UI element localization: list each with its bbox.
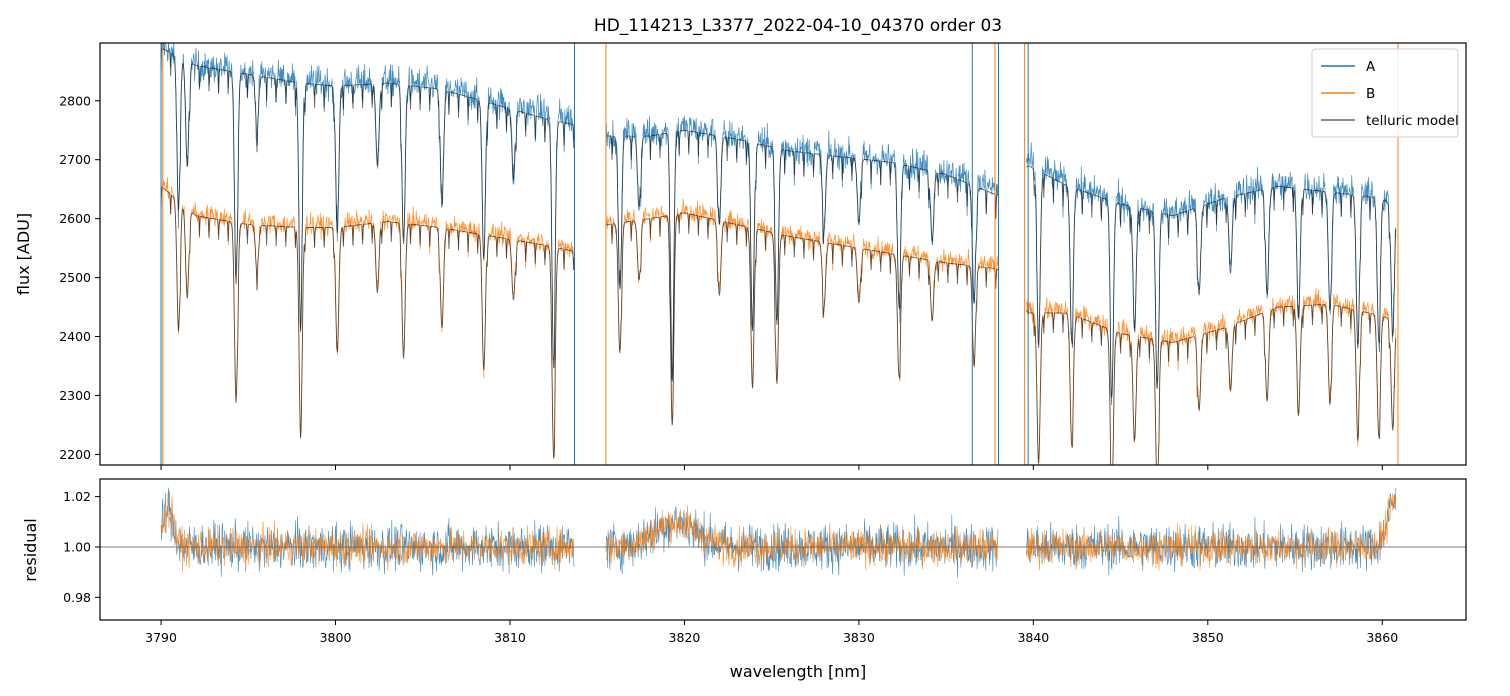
x-axis-label: wavelength [nm] xyxy=(730,662,867,681)
residual-series-group xyxy=(100,487,1466,578)
flux-y-tick-label: 2400 xyxy=(59,329,91,344)
flux-y-tick-label: 2200 xyxy=(59,447,91,462)
residual-panel: 0.98 1.00 1.02 3790 3800 3810 3820 3830 3840 385… xyxy=(21,478,1467,681)
x-tick-label: 3820 xyxy=(669,630,701,645)
legend-label-telluric: telluric model xyxy=(1366,113,1459,129)
flux-series-group xyxy=(160,43,1399,465)
flux-x-ticks xyxy=(160,465,1383,470)
legend: A B telluric model xyxy=(1311,48,1459,138)
x-tick-label: 3840 xyxy=(1017,630,1049,645)
x-tick-label: 3830 xyxy=(843,630,875,645)
x-tick-label: 3790 xyxy=(145,630,177,645)
x-tick-label: 3810 xyxy=(494,630,526,645)
legend-box xyxy=(1311,48,1459,138)
telluric-model-line-b xyxy=(160,186,1397,465)
x-tick-label: 3850 xyxy=(1192,630,1224,645)
flux-y-tick-label: 2600 xyxy=(59,211,91,226)
residual-b-line xyxy=(160,492,1397,573)
flux-y-tick-label: 2700 xyxy=(59,152,91,167)
chart-title: HD_114213_L3377_2022-04-10_04370 order 0… xyxy=(594,16,1002,36)
flux-y-axis-label: flux [ADU] xyxy=(14,213,33,295)
flux-y-tick-label: 2500 xyxy=(59,270,91,285)
residual-x-ticks: 3790 3800 3810 3820 3830 3840 3850 3860 xyxy=(145,620,1398,645)
telluric-model-line-a xyxy=(160,47,1397,399)
residual-y-axis-label: residual xyxy=(21,518,40,581)
flux-y-tick-label: 2300 xyxy=(59,388,91,403)
x-tick-label: 3800 xyxy=(320,630,352,645)
residual-y-tick-label: 1.02 xyxy=(63,489,91,504)
residual-y-tick-label: 0.98 xyxy=(63,590,91,605)
legend-label-b: B xyxy=(1366,86,1375,102)
residual-axes-frame xyxy=(99,478,1467,621)
residual-y-tick-label: 1.00 xyxy=(63,539,91,554)
flux-y-ticks: 2200 2300 2400 2500 2600 2700 2800 xyxy=(59,93,100,462)
x-tick-label: 3860 xyxy=(1366,630,1398,645)
flux-y-tick-label: 2800 xyxy=(59,93,91,108)
legend-label-a: A xyxy=(1366,59,1376,75)
flux-axes-frame xyxy=(99,42,1467,466)
residual-y-ticks: 0.98 1.00 1.02 xyxy=(63,489,100,605)
